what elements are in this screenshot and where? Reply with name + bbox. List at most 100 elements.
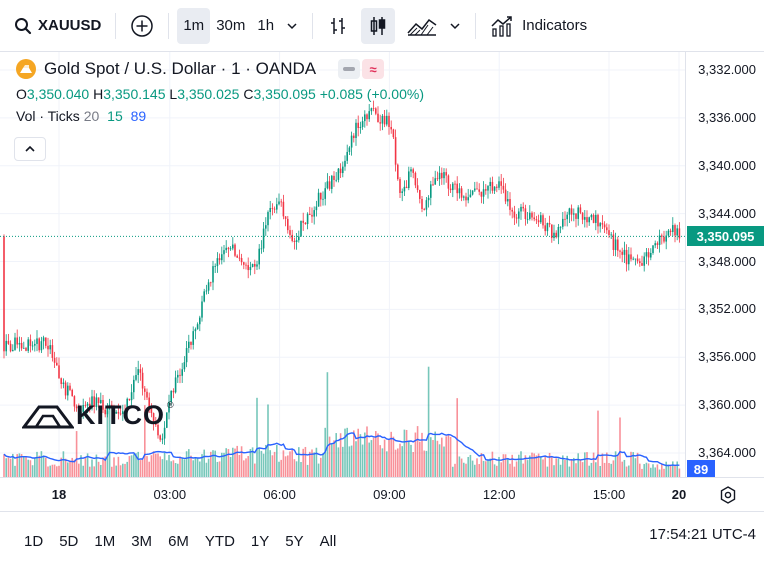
volume-bar [612,460,615,477]
volume-bar [551,457,553,477]
candle-body [419,189,421,199]
delayed-data-icon[interactable]: ≈ [362,59,385,79]
volume-bar [425,450,428,477]
collapse-legend-button[interactable] [14,137,46,161]
volume-bar [53,464,56,477]
volume-bar [606,452,608,477]
timezone-clock[interactable]: 17:54:21 UTC-4 [649,526,756,543]
chart-settings-button[interactable] [718,485,738,505]
volume-bar [641,468,643,477]
kitco-logo-icon [22,405,74,428]
candle-body [18,342,21,345]
range-1m-button[interactable]: 1M [94,533,116,550]
range-1d-button[interactable]: 1D [24,533,44,550]
range-ytd-button[interactable]: YTD [204,533,235,550]
candle-body [276,204,278,210]
volume-bar [421,432,423,477]
volume-bar [643,464,645,477]
chart-style-dropdown-button[interactable] [443,8,467,44]
candle-body [124,411,126,413]
volume-bar [577,453,579,477]
volume-bar [372,437,375,477]
bar-style-button[interactable] [321,8,355,44]
interval-1h-button[interactable]: 1h [257,17,275,34]
volume-bar [509,463,511,477]
compare-symbol-button[interactable] [124,8,160,44]
interval-30m-button[interactable]: 30m [216,17,246,34]
volume-bar [317,463,320,477]
range-all-button[interactable]: All [319,533,337,550]
range-5y-button[interactable]: 5Y [285,533,304,550]
volume-bar [390,431,392,477]
range-5d-button[interactable]: 5D [59,533,79,550]
volume-bar [157,453,159,477]
candle-body [476,188,478,190]
candle-body [478,189,480,192]
volume-bar [511,454,513,477]
volume-bar [414,432,417,477]
volume-bar [663,468,665,477]
volume-bar [388,439,390,477]
volume-bar [619,417,621,477]
candle-body [91,396,93,409]
candle-body [133,379,135,393]
candle-body [641,263,643,266]
symbol-search-button[interactable]: XAUUSD [8,8,107,44]
registered-mark: ® [167,400,174,410]
price-axis[interactable]: 3,364.000 3,360.000 3,356.000 3,352.000 3,34… [685,52,764,477]
price-chart[interactable] [0,52,685,477]
candle-body [590,214,593,218]
volume-bar [522,463,524,477]
volume-bar [247,456,249,477]
toolbar-divider [475,12,477,39]
volume-bar [456,398,458,477]
time-axis[interactable]: 18 03:00 06:00 09:00 12:00 15:00 20 [0,477,764,511]
volume-bar [284,456,287,477]
candle-body [678,228,681,239]
candle-body [498,181,500,188]
chevron-down-icon [450,22,460,29]
area-chart-icon [407,18,437,36]
candle-body [449,188,452,191]
volume-bar [430,437,432,477]
indicators-button[interactable]: Indicators [484,8,593,44]
volume-bar [588,465,590,477]
candle-body [141,372,144,389]
volume-bar [678,468,681,477]
candle-body [379,122,381,124]
range-6m-button[interactable]: 6M [168,533,189,550]
volume-bar [487,460,489,477]
range-3m-button[interactable]: 3M [131,533,153,550]
volume-bar [315,447,318,477]
volume-bar [5,458,7,477]
volume-bar [78,463,80,477]
range-1y-button[interactable]: 1Y [250,533,270,550]
candle-body [339,168,342,174]
volume-bar [205,462,208,477]
candles-style-button[interactable] [361,7,396,44]
volume-bar [7,457,10,477]
volume-bar [623,459,626,477]
candle-body [25,347,27,351]
volume-bar [654,467,656,477]
candle-body [619,250,621,252]
interval-1m-button[interactable]: 1m [177,7,211,44]
volume-bar [51,464,54,477]
volume-legend[interactable]: Vol · Ticks 20 15 89 [16,108,424,124]
candle-body [113,408,115,414]
candle-body [667,230,670,236]
candle-body [150,406,153,414]
area-style-button[interactable] [401,8,443,44]
volume-bar [471,460,474,477]
market-status-icon[interactable] [338,59,361,79]
volume-bar [634,458,637,477]
candle-body [366,114,368,120]
volume-bar [658,469,661,477]
interval-dropdown-button[interactable] [280,8,304,44]
candle-body [62,382,65,384]
volume-bar [115,465,117,477]
volume-bar [309,451,311,477]
candle-body [210,282,212,284]
candle-body [315,206,318,211]
range-bar: 1D 5D 1M 3M 6M YTD 1Y 5Y All 17:54:21 UT… [0,511,764,571]
